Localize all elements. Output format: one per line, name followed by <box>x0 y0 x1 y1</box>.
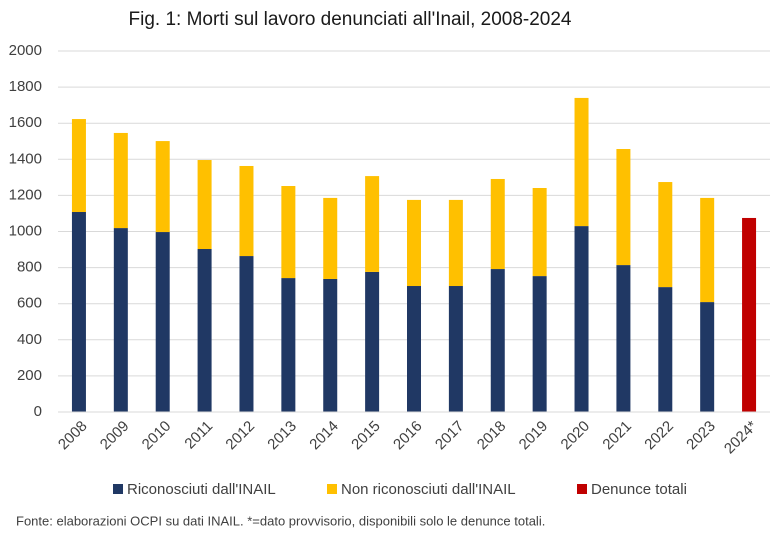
bar-segment <box>239 256 254 412</box>
bar-segment <box>71 119 86 213</box>
legend-label: Riconosciuti dall'INAIL <box>127 481 276 498</box>
bar-segment <box>490 269 505 412</box>
bar-segment <box>113 132 128 229</box>
y-tick-label: 400 <box>17 331 42 348</box>
bar-segment <box>155 232 170 412</box>
bar-segment <box>407 286 421 412</box>
bar-segment <box>742 217 757 412</box>
bar-segment <box>197 249 212 412</box>
chart-title: Fig. 1: Morti sul lavoro denunciati all'… <box>129 9 572 30</box>
bar-segment <box>407 199 421 287</box>
y-tick-label: 600 <box>17 295 42 312</box>
y-tick-label: 1600 <box>9 114 42 131</box>
bar-segment <box>71 212 86 412</box>
bar-segment <box>574 97 589 227</box>
y-tick-label: 1200 <box>9 186 42 203</box>
bar-segment <box>700 302 715 412</box>
y-tick-label: 800 <box>17 259 42 276</box>
bar-segment <box>239 165 254 257</box>
bar-segment <box>323 278 338 412</box>
bar-segment <box>448 199 463 287</box>
bar-segment <box>365 176 380 272</box>
bar-segment <box>532 187 547 277</box>
y-tick-label: 1400 <box>9 150 42 167</box>
legend-label: Denunce totali <box>591 481 687 498</box>
legend-swatch <box>577 484 587 494</box>
bar-segment <box>448 286 463 412</box>
bar-segment <box>323 197 338 279</box>
bar-segment <box>616 149 631 266</box>
bar-segment <box>281 186 296 279</box>
bar-segment <box>365 271 380 412</box>
y-tick-label: 1800 <box>9 78 42 95</box>
bar-segment <box>700 197 715 303</box>
bar-segment <box>574 226 589 412</box>
legend-label: Non riconosciuti dall'INAIL <box>341 481 516 498</box>
legend-swatch <box>113 484 123 494</box>
bar-segment <box>281 278 296 412</box>
bar-segment <box>113 228 128 412</box>
y-tick-label: 1000 <box>9 222 42 239</box>
bar-segment <box>197 160 212 250</box>
bar-segment <box>155 141 170 233</box>
y-tick-label: 2000 <box>9 42 42 59</box>
y-tick-label: 0 <box>34 403 42 420</box>
bar-segment <box>658 182 673 288</box>
bar-segment <box>616 265 631 412</box>
bar-segment <box>490 178 505 270</box>
footnote: Fonte: elaborazioni OCPI su dati INAIL. … <box>16 513 545 528</box>
bar-segment <box>532 276 547 412</box>
y-tick-label: 200 <box>17 367 42 384</box>
legend-swatch <box>327 484 337 494</box>
bar-segment <box>658 287 673 412</box>
